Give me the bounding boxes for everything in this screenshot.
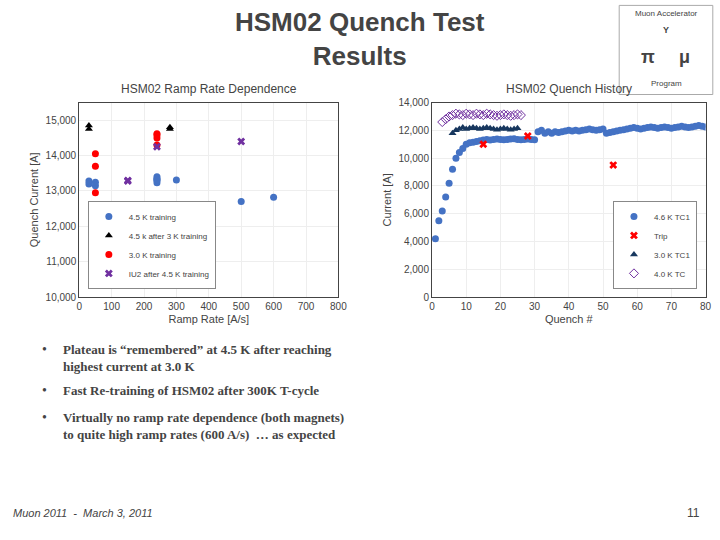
svg-text:8,000: 8,000: [404, 180, 429, 191]
svg-text:Current [A]: Current [A]: [381, 173, 393, 226]
svg-text:200: 200: [136, 301, 153, 312]
svg-text:Plateau is “remembered” at 4.5: Plateau is “remembered” at 4.5 K after r…: [63, 342, 332, 374]
svg-text:4.5 K training: 4.5 K training: [129, 213, 176, 222]
svg-text:0: 0: [423, 292, 429, 303]
svg-text:800: 800: [330, 301, 347, 312]
svg-text:Program: Program: [651, 79, 682, 88]
svg-text:80: 80: [700, 301, 712, 312]
svg-text:11: 11: [687, 506, 700, 520]
svg-text:μ: μ: [679, 47, 690, 67]
svg-text:•: •: [42, 342, 47, 357]
svg-text:600: 600: [265, 301, 282, 312]
svg-text:20: 20: [495, 301, 507, 312]
svg-text:12,000: 12,000: [46, 221, 77, 232]
svg-text:Y: Y: [663, 25, 669, 35]
svg-text:Quench #: Quench #: [545, 313, 594, 325]
svg-text:3.0 K training: 3.0 K training: [129, 251, 176, 260]
svg-text:Muon 2011 - March 3, 2011: Muon 2011 - March 3, 2011: [13, 507, 153, 519]
svg-text:11,000: 11,000: [46, 256, 76, 267]
svg-text:Muon Accelerator: Muon Accelerator: [635, 9, 698, 18]
svg-text:15,000: 15,000: [46, 115, 77, 126]
svg-text:100: 100: [103, 301, 120, 312]
svg-text:10,000: 10,000: [398, 153, 429, 164]
svg-text:IU2 after 4.5 K training: IU2 after 4.5 K training: [129, 270, 209, 279]
svg-text:4.0 K TC: 4.0 K TC: [654, 270, 686, 279]
svg-text:40: 40: [563, 301, 575, 312]
svg-text:14,000: 14,000: [46, 150, 77, 161]
svg-text:4.6 K TC1: 4.6 K TC1: [654, 213, 690, 222]
svg-text:10: 10: [461, 301, 473, 312]
svg-text:•: •: [42, 383, 47, 398]
svg-text:12,000: 12,000: [398, 125, 429, 136]
svg-text:Fast Re-training of HSM02 afte: Fast Re-training of HSM02 after 300K T-c…: [63, 383, 319, 398]
svg-text:0: 0: [76, 301, 82, 312]
svg-text:4,000: 4,000: [404, 236, 429, 247]
svg-text:70: 70: [666, 301, 678, 312]
svg-text:13,000: 13,000: [46, 185, 77, 196]
svg-text:400: 400: [200, 301, 217, 312]
svg-text:2,000: 2,000: [404, 264, 429, 275]
svg-text:0: 0: [429, 301, 435, 312]
svg-text:300: 300: [168, 301, 185, 312]
svg-text:Trip: Trip: [654, 232, 668, 241]
svg-text:30: 30: [529, 301, 541, 312]
svg-text:Virtually no ramp rate depende: Virtually no ramp rate dependence (both …: [63, 410, 344, 442]
svg-text:4.5 k after 3 K training: 4.5 k after 3 K training: [129, 232, 207, 241]
svg-text:6,000: 6,000: [404, 208, 429, 219]
svg-text:π: π: [641, 47, 655, 67]
svg-text:HSM02 Quench History: HSM02 Quench History: [506, 82, 632, 96]
svg-text:3.0 K TC1: 3.0 K TC1: [654, 251, 690, 260]
svg-text:50: 50: [597, 301, 609, 312]
svg-text:HSM02 Quench TestResults: HSM02 Quench TestResults: [235, 7, 485, 71]
svg-text:60: 60: [632, 301, 644, 312]
svg-text:700: 700: [298, 301, 315, 312]
svg-text:Ramp Rate [A/s]: Ramp Rate [A/s]: [168, 313, 249, 325]
svg-text:•: •: [42, 410, 47, 425]
svg-text:HSM02 Ramp Rate Dependence: HSM02 Ramp Rate Dependence: [121, 82, 297, 96]
svg-text:10,000: 10,000: [46, 292, 77, 303]
svg-text:500: 500: [233, 301, 250, 312]
svg-text:Quench Current [A]: Quench Current [A]: [28, 152, 40, 247]
svg-text:14,000: 14,000: [398, 97, 429, 108]
